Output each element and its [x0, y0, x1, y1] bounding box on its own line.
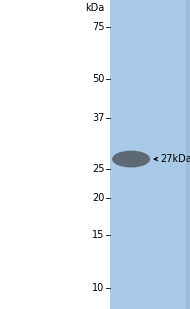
Bar: [186, 0, 190, 309]
Text: kDa: kDa: [85, 3, 104, 13]
Bar: [110, 0, 190, 309]
Text: 25: 25: [92, 164, 104, 174]
Ellipse shape: [112, 150, 150, 167]
Text: 20: 20: [92, 193, 104, 203]
Text: 50: 50: [92, 74, 104, 84]
Text: 75: 75: [92, 22, 104, 32]
Text: 27kDa: 27kDa: [161, 154, 190, 164]
Text: 37: 37: [92, 113, 104, 123]
Text: 10: 10: [92, 283, 105, 293]
Text: 15: 15: [92, 230, 104, 240]
